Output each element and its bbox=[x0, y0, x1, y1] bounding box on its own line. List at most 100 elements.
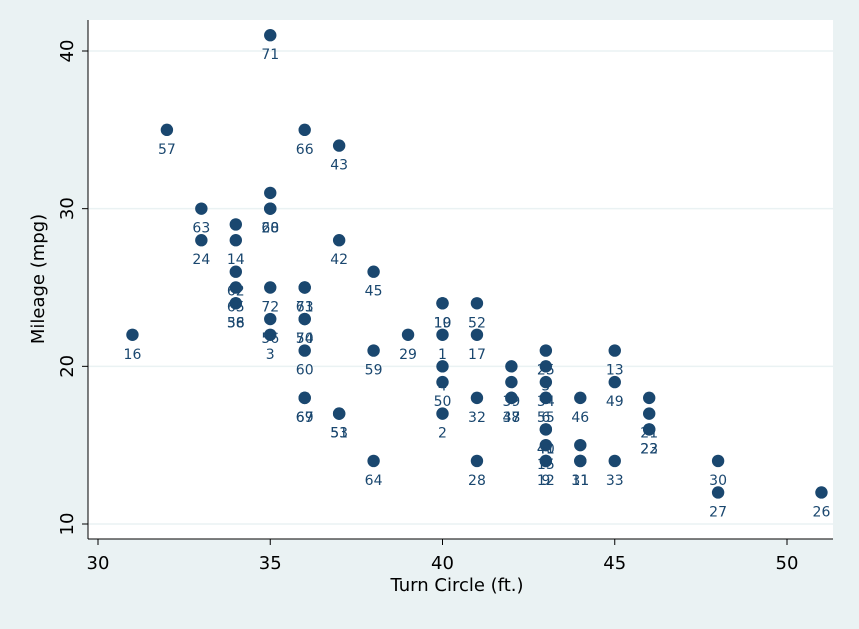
data-point bbox=[711, 486, 725, 499]
data-point bbox=[470, 297, 484, 310]
data-label: 11 bbox=[571, 473, 589, 489]
data-point bbox=[160, 123, 174, 137]
data-label: 51 bbox=[330, 426, 348, 442]
data-point bbox=[436, 297, 449, 310]
data-point bbox=[436, 375, 449, 389]
x-tick-label: 40 bbox=[431, 553, 454, 574]
data-label: 34 bbox=[537, 394, 555, 410]
data-point bbox=[367, 344, 380, 357]
data-label: 27 bbox=[709, 504, 727, 520]
data-label: 16 bbox=[124, 347, 142, 363]
data-label: 31 bbox=[571, 473, 589, 489]
data-point bbox=[539, 454, 553, 468]
data-label: 40 bbox=[537, 441, 555, 457]
data-label: 22 bbox=[640, 441, 658, 457]
data-point bbox=[229, 218, 242, 231]
data-point bbox=[298, 123, 311, 137]
data-point bbox=[298, 391, 311, 405]
data-label: 45 bbox=[365, 284, 383, 300]
data-point bbox=[401, 328, 415, 341]
data-label: 68 bbox=[261, 221, 279, 237]
data-point bbox=[711, 454, 725, 468]
data-label: 4 bbox=[438, 378, 447, 394]
data-label: 29 bbox=[399, 347, 417, 363]
data-label: 60 bbox=[296, 363, 314, 379]
data-label: 49 bbox=[606, 394, 624, 410]
data-label: 19 bbox=[434, 315, 452, 331]
data-label: 36 bbox=[227, 315, 245, 331]
data-point bbox=[608, 344, 621, 357]
data-label: 63 bbox=[192, 221, 210, 237]
data-label: 39 bbox=[502, 394, 520, 410]
plot-area bbox=[88, 20, 833, 539]
data-point bbox=[264, 312, 277, 326]
data-label: 43 bbox=[330, 158, 348, 174]
data-label: 72 bbox=[261, 300, 279, 316]
data-point bbox=[470, 391, 484, 405]
data-point bbox=[574, 454, 587, 468]
data-label: 26 bbox=[813, 504, 831, 520]
data-label: 13 bbox=[606, 363, 624, 379]
data-point bbox=[367, 454, 380, 468]
data-point bbox=[367, 265, 380, 278]
data-label: 42 bbox=[330, 252, 348, 268]
gridlines bbox=[88, 50, 833, 525]
data-label: 65 bbox=[227, 300, 245, 316]
data-point bbox=[126, 328, 139, 341]
data-label: 21 bbox=[640, 426, 658, 442]
data-label: 12 bbox=[537, 473, 555, 489]
data-point bbox=[436, 407, 449, 420]
data-label: 67 bbox=[296, 410, 314, 426]
data-label: 62 bbox=[227, 284, 245, 300]
data-point bbox=[229, 265, 242, 278]
data-label: 25 bbox=[537, 363, 555, 379]
data-point bbox=[608, 454, 621, 468]
data-label: 70 bbox=[296, 331, 314, 347]
data-label: 53 bbox=[330, 426, 348, 442]
data-label: 71 bbox=[261, 47, 279, 63]
data-label: 14 bbox=[227, 252, 245, 268]
data-label: 55 bbox=[537, 410, 555, 426]
x-tick-label: 30 bbox=[87, 553, 110, 574]
data-point bbox=[264, 186, 277, 200]
data-point bbox=[264, 202, 277, 215]
data-label: 41 bbox=[537, 441, 555, 457]
data-label: 57 bbox=[158, 142, 176, 158]
data-point bbox=[539, 360, 553, 373]
data-label: 32 bbox=[468, 410, 486, 426]
data-label: 23 bbox=[640, 441, 658, 457]
data-point bbox=[608, 375, 621, 389]
data-point bbox=[539, 391, 553, 405]
data-point bbox=[298, 344, 311, 357]
y-axis-title: Mileage (mpg) bbox=[28, 214, 49, 344]
data-point bbox=[436, 360, 449, 373]
data-point bbox=[505, 360, 518, 373]
data-point bbox=[332, 139, 346, 152]
data-label: 64 bbox=[365, 473, 383, 489]
data-label: 6 bbox=[541, 410, 550, 426]
data-label: 58 bbox=[227, 315, 245, 331]
x-tick-label: 35 bbox=[259, 553, 282, 574]
data-label: 52 bbox=[468, 315, 486, 331]
data-point bbox=[539, 344, 553, 357]
data-label: 56 bbox=[261, 331, 279, 347]
data-label: 69 bbox=[296, 410, 314, 426]
data-point bbox=[815, 486, 828, 499]
data-point bbox=[436, 328, 449, 341]
data-label: 5 bbox=[541, 378, 550, 394]
y-tick-label: 20 bbox=[57, 355, 78, 378]
data-label: 59 bbox=[365, 363, 383, 379]
data-label: 66 bbox=[296, 142, 314, 158]
data-point bbox=[470, 454, 484, 468]
data-point bbox=[643, 407, 656, 420]
x-tick-label: 50 bbox=[776, 553, 799, 574]
data-point bbox=[229, 281, 242, 294]
data-point bbox=[574, 438, 587, 452]
data-label: 33 bbox=[606, 473, 624, 489]
data-point bbox=[264, 29, 277, 42]
data-point bbox=[539, 423, 553, 436]
